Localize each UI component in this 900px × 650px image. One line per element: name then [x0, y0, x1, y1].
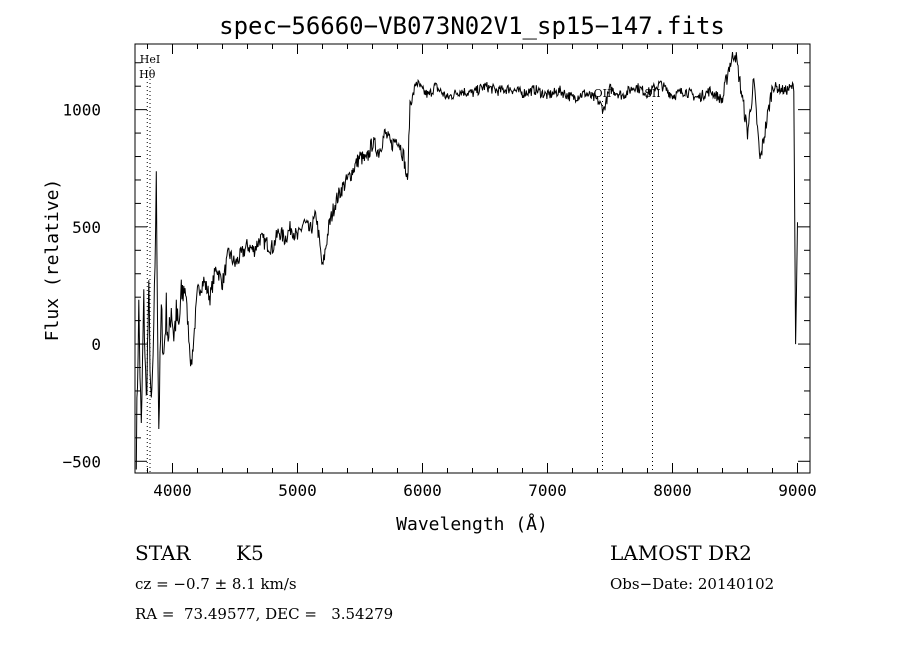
redshift-velocity: cz = −0.7 ± 8.1 km/s — [135, 575, 297, 593]
y-tick-label: 1000 — [62, 101, 101, 120]
y-tick-label: 500 — [72, 218, 101, 237]
survey-name: LAMOST DR2 — [610, 541, 752, 565]
x-tick-label: 4000 — [153, 481, 192, 500]
sky-coordinates: RA = 73.49577, DEC = 3.54279 — [135, 605, 394, 623]
object-subclass: K5 — [236, 541, 264, 565]
x-tick-label: 7000 — [528, 481, 567, 500]
annotation-label: Hθ — [139, 68, 156, 81]
axis-ticks: 4000 5000 6000 7000 8000 9000 −500 0 500 1000 — [62, 44, 817, 500]
spectrum-line — [135, 51, 798, 470]
observation-date: Obs−Date: 20140102 — [610, 575, 775, 593]
x-tick-label: 6000 — [403, 481, 442, 500]
chart-title: spec−56660−VB073N02V1_sp15−147.fits — [219, 12, 725, 40]
y-tick-label: 0 — [91, 335, 101, 354]
object-class: STAR — [135, 541, 191, 565]
annotation-label: HeI — [140, 53, 160, 66]
y-axis-label: Flux (relative) — [42, 179, 63, 342]
y-tick-label: −500 — [62, 452, 101, 471]
x-tick-label: 5000 — [278, 481, 317, 500]
plot-axes — [134, 43, 811, 474]
x-axis-label: Wavelength (Å) — [396, 513, 548, 535]
x-tick-label: 9000 — [778, 481, 817, 500]
plot-frame — [134, 43, 811, 474]
x-tick-label: 8000 — [653, 481, 692, 500]
